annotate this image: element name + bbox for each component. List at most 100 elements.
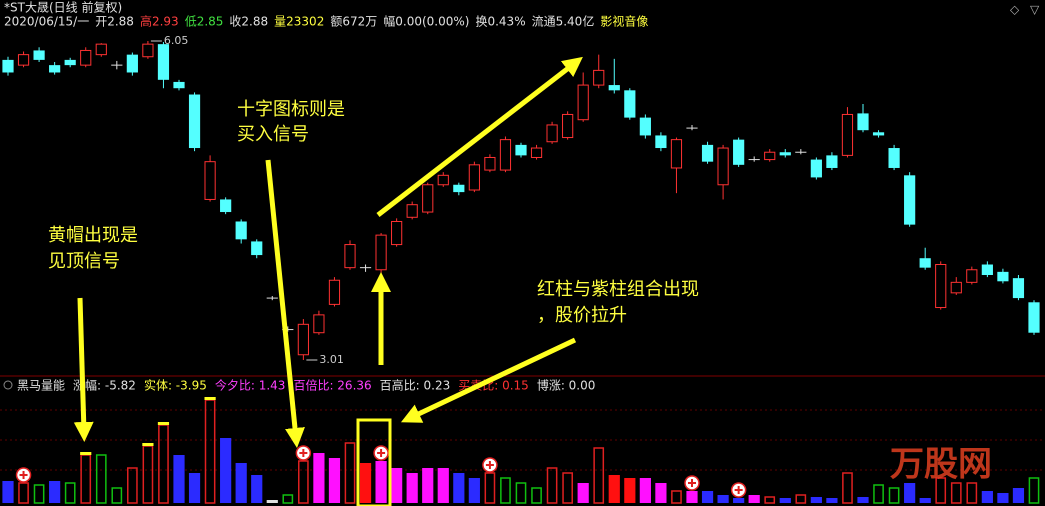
indicator-item: 今夕比: 1.43: [215, 378, 286, 393]
candle-body: [624, 90, 636, 118]
candle-body: [499, 139, 512, 171]
candle-body: [546, 124, 558, 143]
header-item: 影视音像: [600, 14, 648, 29]
candle-body: [235, 221, 247, 240]
candle-body: [406, 204, 418, 218]
volume-bar: [671, 490, 682, 504]
buy-signal: [295, 445, 312, 461]
chart-title: *ST大晟(日线 前复权): [4, 0, 122, 15]
volume-bar: [220, 438, 232, 503]
candle-body: [391, 220, 403, 246]
candle-body: [453, 184, 465, 193]
volume-bar: [33, 484, 45, 504]
buy-signal-cross: [299, 449, 308, 457]
candle-body: [779, 152, 791, 156]
candle-body: [701, 144, 714, 162]
candle-body: [64, 59, 76, 66]
volume-bar: [733, 498, 745, 503]
candle-body: [422, 184, 434, 213]
volume-bar: [795, 494, 807, 504]
volume-bar: [577, 483, 589, 503]
candle-body: [670, 139, 683, 169]
volume-bar: [764, 496, 776, 504]
buy-signal-cross: [485, 461, 494, 469]
volume-bar: [437, 468, 449, 503]
volume-bar: [173, 455, 185, 503]
highlight-box: [356, 418, 392, 506]
header: 2020/06/15/一 开2.88 高2.93 低2.85 收2.88 量23302 额6…: [4, 14, 648, 29]
candle-body: [904, 175, 916, 225]
volume-bar: [950, 482, 962, 504]
volume-bar: [235, 463, 247, 503]
volume-bar: [406, 473, 418, 503]
watermark: 万股网: [890, 445, 992, 485]
indicator-item: 实体: -3.95: [144, 378, 207, 393]
candle-body: [530, 147, 543, 158]
candle-body: [935, 264, 947, 309]
volume-bar: [593, 447, 605, 504]
candle-body: [950, 281, 962, 294]
volume-bar: [328, 458, 341, 503]
candle-body: [80, 49, 92, 66]
volume-bar: [686, 491, 698, 503]
indicator-name: 黑马量能: [17, 379, 65, 393]
volume-bar: [111, 487, 123, 504]
low-label: 3.01: [319, 353, 344, 366]
candle-body: [344, 244, 356, 269]
arrow: [400, 337, 577, 423]
header-item: 量23302: [274, 15, 324, 29]
indicator-item: 百高比: 0.23: [380, 378, 451, 393]
arrows: [73, 56, 583, 448]
volume-bar: [391, 468, 403, 503]
buy-signal-cross: [688, 479, 696, 487]
header-item: 流通5.40亿: [532, 14, 595, 29]
header-item: 低2.85: [185, 15, 224, 29]
candle-body: [204, 161, 216, 200]
buy-signal: [373, 445, 389, 461]
icon[interactable]: ◇: [1010, 3, 1020, 17]
arrow: [265, 159, 305, 448]
candle-body: [95, 43, 107, 56]
volume-bar: [717, 495, 729, 503]
candle-body: [888, 148, 900, 168]
volume-bar: [935, 477, 947, 504]
volume-bar: [904, 483, 916, 503]
candle-body: [717, 147, 729, 186]
candle-body: [810, 159, 822, 178]
candle-body: [841, 113, 854, 156]
candle-body: [251, 241, 263, 256]
candle-body: [33, 50, 45, 60]
candle-body: [593, 69, 605, 86]
volume-bar: [608, 475, 620, 503]
header-item: 开2.88: [95, 15, 134, 29]
candle-body: [515, 144, 527, 156]
annotation: 十字图标则是: [237, 99, 345, 120]
indicator-icon[interactable]: [3, 380, 13, 390]
candle-body: [608, 85, 620, 91]
candle-body: [468, 164, 480, 191]
indicator-item: 百倍比: 26.36: [293, 378, 371, 393]
buy-signal-cross: [19, 471, 28, 479]
volume-bar: [655, 483, 667, 503]
arrow: [73, 297, 94, 442]
volume-bar: [375, 461, 387, 503]
header-item: 额672万: [330, 15, 377, 29]
volume-bar: [282, 494, 294, 504]
icon[interactable]: ▽: [1030, 3, 1040, 17]
volume-bar: [546, 467, 558, 504]
volume-bar: [515, 482, 527, 504]
volume-bar: [1028, 477, 1040, 504]
candle-body: [126, 54, 138, 73]
top-cap: [204, 397, 216, 400]
candle-body: [655, 135, 667, 149]
candle-body: [966, 269, 978, 283]
volume-bar: [49, 481, 61, 503]
volume-bar: [624, 478, 636, 503]
header-item: 收2.88: [229, 15, 268, 29]
annotation: 黄帽出现是: [48, 225, 138, 246]
volume-bar: [888, 487, 900, 504]
candle-body: [313, 314, 325, 334]
header-item: 2020/06/15/一: [4, 15, 89, 29]
volume-bar: [701, 491, 714, 503]
